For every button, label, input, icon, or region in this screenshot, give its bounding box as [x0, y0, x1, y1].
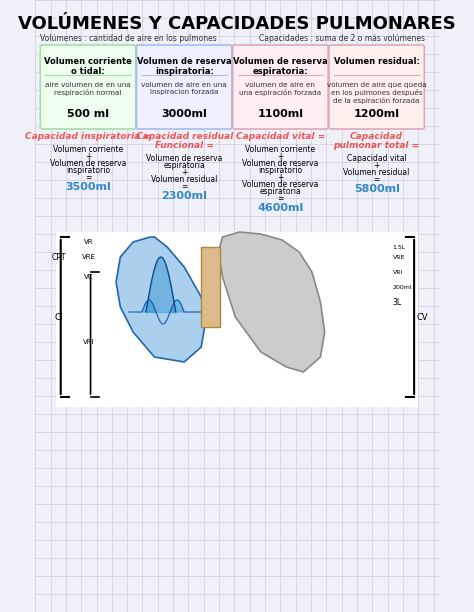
- Text: Capacidad: Capacidad: [350, 132, 403, 141]
- Text: 2300ml: 2300ml: [161, 191, 207, 201]
- Text: =: =: [277, 194, 283, 203]
- Text: Volumen de reserva
espiratoria:: Volumen de reserva espiratoria:: [233, 57, 328, 76]
- Text: VOLÚMENES Y CAPACIDADES PULMONARES: VOLÚMENES Y CAPACIDADES PULMONARES: [18, 15, 456, 33]
- Text: 3500ml: 3500ml: [65, 182, 111, 192]
- Text: Capacidad inspiratoria =: Capacidad inspiratoria =: [25, 132, 151, 141]
- Text: =: =: [85, 173, 91, 182]
- Text: Volumen corriente
o tidal:: Volumen corriente o tidal:: [44, 57, 132, 76]
- Text: +: +: [277, 173, 283, 182]
- Text: volumen de aire en una
inspiracion forzada: volumen de aire en una inspiracion forza…: [141, 82, 227, 95]
- Text: 5800ml: 5800ml: [354, 184, 400, 194]
- Text: Volumen de reserva: Volumen de reserva: [242, 180, 319, 189]
- Text: 1100ml: 1100ml: [257, 109, 303, 119]
- Text: Volumen de reserva: Volumen de reserva: [242, 159, 319, 168]
- Text: 3000ml: 3000ml: [161, 109, 207, 119]
- Text: Volumen de reserva: Volumen de reserva: [50, 159, 126, 168]
- Text: CPT: CPT: [52, 253, 66, 261]
- Text: VRI: VRI: [393, 269, 403, 275]
- Text: +: +: [85, 152, 91, 161]
- FancyBboxPatch shape: [56, 232, 418, 407]
- Text: aire volumen de en una
respiración normal: aire volumen de en una respiración norma…: [45, 82, 131, 96]
- Text: volumen de aire en
una espiración forzada: volumen de aire en una espiración forzad…: [239, 82, 321, 96]
- FancyBboxPatch shape: [137, 45, 232, 129]
- Text: Capacidad residual: Capacidad residual: [136, 132, 233, 141]
- Text: CI: CI: [55, 313, 63, 321]
- Text: Capacidad vital =: Capacidad vital =: [236, 132, 325, 141]
- Text: Capacidad vital: Capacidad vital: [347, 154, 407, 163]
- Text: Volumen residual: Volumen residual: [151, 175, 218, 184]
- Text: Volumen residual:: Volumen residual:: [334, 57, 419, 66]
- Text: 1200ml: 1200ml: [354, 109, 400, 119]
- Text: 4600ml: 4600ml: [257, 203, 303, 213]
- Text: espiratoria: espiratoria: [260, 187, 301, 196]
- Text: Funcional =: Funcional =: [155, 141, 214, 150]
- Text: espiratoria: espiratoria: [164, 161, 205, 170]
- Text: CV: CV: [417, 313, 428, 321]
- Text: =: =: [181, 182, 187, 191]
- Text: VC: VC: [84, 274, 93, 280]
- FancyBboxPatch shape: [40, 45, 136, 129]
- Text: pulmonar total =: pulmonar total =: [334, 141, 419, 150]
- Polygon shape: [116, 237, 206, 362]
- Text: Volumen residual: Volumen residual: [344, 168, 410, 177]
- Text: 3L: 3L: [393, 297, 402, 307]
- Text: +: +: [181, 168, 187, 177]
- Bar: [201, 247, 220, 327]
- Text: Volumen de reserva
inspiratoria:: Volumen de reserva inspiratoria:: [137, 57, 231, 76]
- Text: =: =: [374, 175, 380, 184]
- Text: 1.5L: 1.5L: [393, 245, 406, 250]
- Text: VR: VR: [84, 239, 93, 245]
- Text: +: +: [374, 161, 380, 170]
- Text: volumen de aire que queda
en los pulmones después
de la espiración forzada: volumen de aire que queda en los pulmone…: [327, 82, 427, 105]
- Text: inspiratorio: inspiratorio: [66, 166, 110, 175]
- Text: VRE: VRE: [393, 255, 405, 259]
- Text: Volumen de reserva: Volumen de reserva: [146, 154, 222, 163]
- Text: Capacidades : suma de 2 o más volúmenes: Capacidades : suma de 2 o más volúmenes: [259, 34, 425, 42]
- FancyBboxPatch shape: [233, 45, 328, 129]
- Text: +: +: [277, 152, 283, 161]
- Text: 200ml: 200ml: [393, 285, 412, 289]
- Text: VRI: VRI: [83, 339, 95, 345]
- Text: Volumen corriente: Volumen corriente: [53, 145, 123, 154]
- Text: Volúmenes : cantidad de aire en los pulmones: Volúmenes : cantidad de aire en los pulm…: [40, 34, 217, 42]
- Text: 500 ml: 500 ml: [67, 109, 109, 119]
- FancyBboxPatch shape: [329, 45, 424, 129]
- Text: Volumen corriente: Volumen corriente: [246, 145, 316, 154]
- Polygon shape: [218, 232, 325, 372]
- Text: inspiratorio: inspiratorio: [258, 166, 302, 175]
- Text: VRE: VRE: [82, 254, 96, 260]
